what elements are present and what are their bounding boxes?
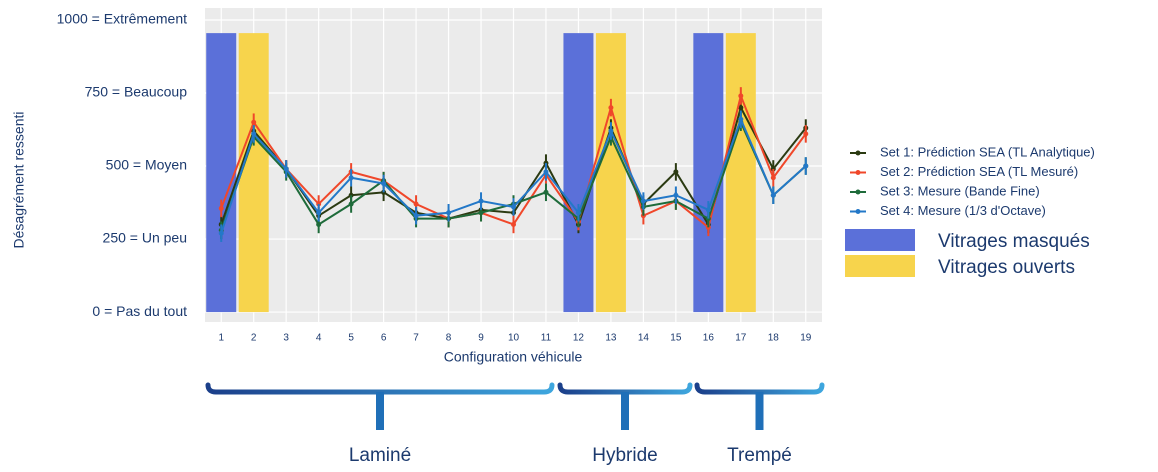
point	[803, 131, 809, 137]
x-tick-label: 17	[735, 333, 747, 344]
group-label: Laminé	[349, 445, 411, 466]
x-tick-label: 14	[638, 333, 650, 344]
legend-swatch	[855, 170, 861, 175]
legend-label: Vitrages ouverts	[938, 257, 1075, 278]
x-tick-label: 7	[413, 333, 419, 344]
x-tick-label: 4	[316, 333, 322, 344]
y-tick-label: 250 = Un peu	[103, 230, 187, 246]
point	[218, 230, 224, 236]
group-brace	[694, 382, 825, 395]
point	[543, 189, 549, 195]
point	[608, 105, 614, 111]
point	[738, 116, 744, 122]
point	[316, 210, 322, 216]
bar	[238, 33, 269, 313]
point	[316, 221, 322, 227]
x-tick-label: 9	[478, 333, 484, 344]
group-label: Hybride	[592, 445, 657, 466]
legend-swatch	[855, 189, 861, 195]
point	[348, 201, 354, 207]
point	[511, 204, 516, 210]
point	[575, 210, 581, 216]
x-tick-label: 3	[283, 333, 289, 344]
y-axis-title: Désagrément ressenti	[11, 112, 27, 249]
point	[381, 181, 387, 187]
point	[608, 128, 614, 134]
y-tick-label: 1000 = Extrêmement	[57, 11, 187, 27]
point	[770, 175, 776, 181]
x-tick-label: 12	[573, 333, 585, 344]
point	[673, 192, 679, 198]
point	[511, 221, 516, 227]
legend-swatch	[845, 255, 915, 277]
group-brace	[205, 382, 555, 395]
point	[673, 169, 679, 175]
point	[283, 166, 289, 172]
x-tick-label: 16	[703, 333, 715, 344]
x-tick-label: 13	[605, 333, 617, 344]
point	[413, 201, 419, 207]
x-tick-label: 15	[670, 333, 682, 344]
bar	[725, 33, 756, 313]
point	[251, 131, 257, 137]
point	[218, 205, 224, 211]
point	[251, 119, 257, 125]
point	[640, 198, 646, 204]
group-brace	[557, 382, 693, 395]
x-tick-label: 18	[768, 333, 780, 344]
legend-label: Set 2: Prédiction SEA (TL Mesuré)	[880, 164, 1078, 179]
x-tick-label: 8	[446, 333, 452, 344]
point	[478, 198, 484, 204]
x-tick-label: 1	[218, 333, 224, 344]
x-axis-title: Configuration véhicule	[444, 349, 583, 365]
legend-swatch	[845, 229, 915, 251]
point	[413, 213, 419, 219]
bar	[693, 33, 724, 313]
x-tick-label: 5	[348, 333, 354, 344]
legend-label: Set 3: Mesure (Bande Fine)	[880, 183, 1040, 198]
x-tick-label: 11	[541, 333, 552, 344]
legend-swatch	[855, 150, 861, 156]
point	[478, 210, 484, 216]
point	[348, 175, 354, 181]
bar	[595, 33, 626, 313]
x-tick-label: 19	[800, 333, 812, 344]
y-tick-label: 0 = Pas du tout	[92, 303, 187, 319]
point	[803, 163, 809, 169]
point	[738, 105, 744, 111]
point	[446, 210, 452, 216]
bar	[206, 33, 237, 313]
bar	[563, 33, 594, 313]
legend-swatch	[855, 209, 861, 214]
group-label: Trempé	[727, 445, 792, 466]
point	[738, 93, 744, 99]
legend-label: Set 4: Mesure (1/3 d'Octave)	[880, 203, 1046, 218]
point	[705, 207, 711, 213]
point	[770, 192, 776, 198]
y-tick-label: 750 = Beaucoup	[85, 84, 188, 100]
x-tick-label: 10	[508, 333, 520, 344]
y-tick-label: 500 = Moyen	[106, 157, 187, 173]
legend-label: Set 1: Prédiction SEA (TL Analytique)	[880, 144, 1095, 159]
legend-label: Vitrages masqués	[938, 231, 1090, 252]
point	[543, 169, 549, 175]
x-tick-label: 2	[251, 333, 257, 344]
x-tick-label: 6	[381, 333, 387, 344]
